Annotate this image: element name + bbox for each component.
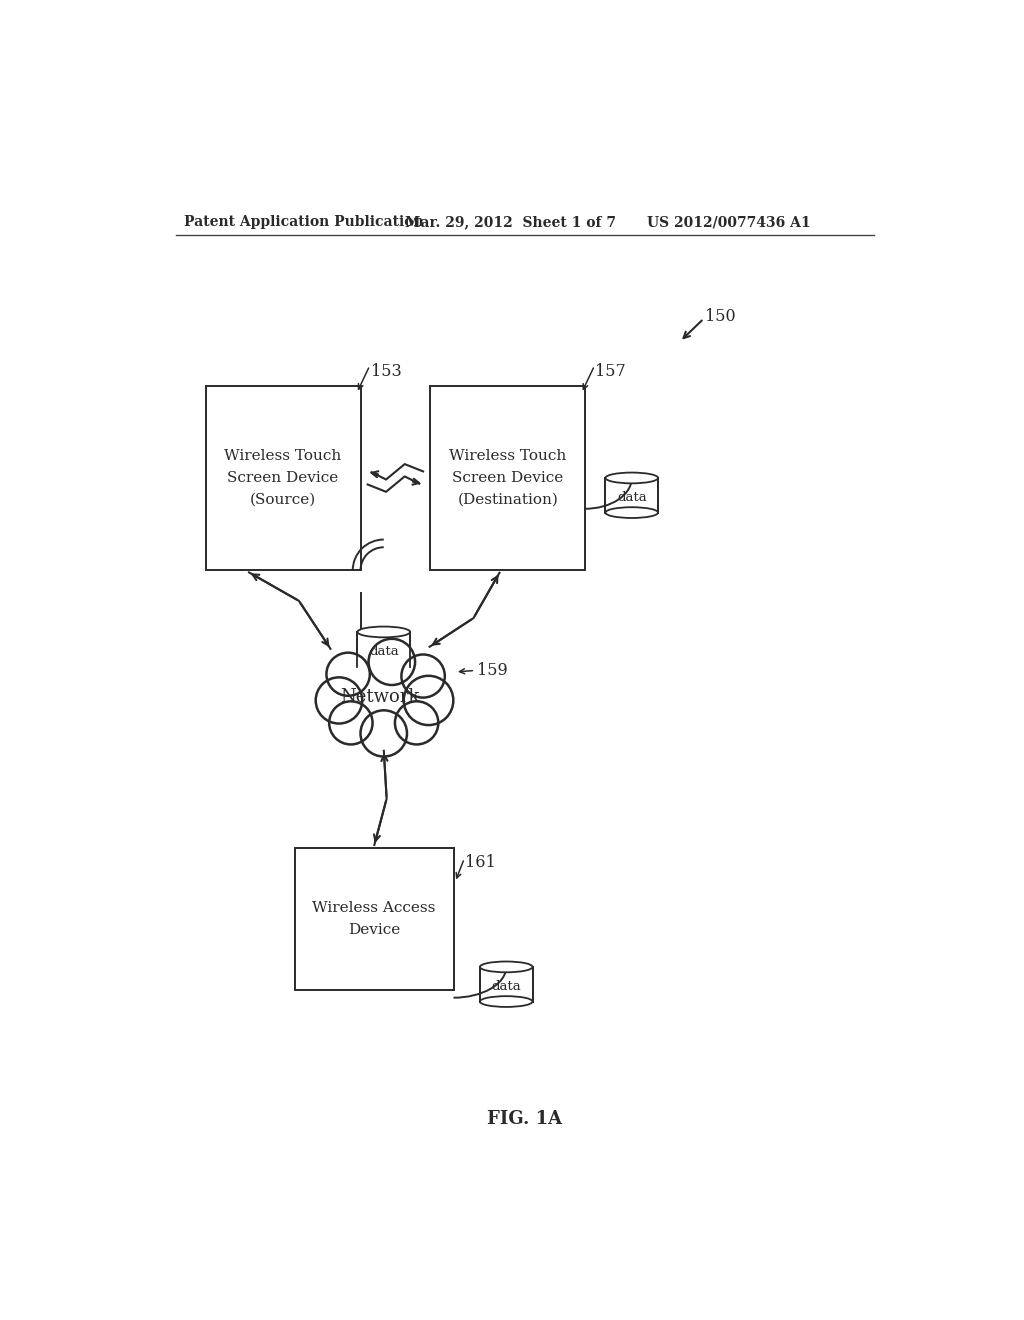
- Bar: [480, 968, 532, 1002]
- Bar: [295, 847, 454, 990]
- Text: US 2012/0077436 A1: US 2012/0077436 A1: [647, 215, 811, 230]
- Ellipse shape: [605, 507, 658, 517]
- Text: Mar. 29, 2012  Sheet 1 of 7: Mar. 29, 2012 Sheet 1 of 7: [406, 215, 616, 230]
- Ellipse shape: [357, 661, 410, 672]
- Text: FIG. 1A: FIG. 1A: [487, 1110, 562, 1129]
- Text: Network: Network: [340, 689, 420, 706]
- Circle shape: [401, 655, 444, 697]
- Bar: [605, 478, 658, 512]
- Bar: [430, 385, 586, 570]
- Text: Wireless Access
Device: Wireless Access Device: [312, 902, 436, 937]
- Circle shape: [395, 701, 438, 744]
- Bar: [357, 632, 410, 667]
- Ellipse shape: [345, 668, 423, 727]
- Text: 150: 150: [706, 308, 736, 325]
- Text: 161: 161: [465, 854, 496, 871]
- Text: data: data: [616, 491, 646, 504]
- Circle shape: [327, 652, 370, 696]
- Text: data: data: [369, 645, 398, 659]
- Circle shape: [360, 710, 407, 756]
- Text: data: data: [492, 981, 521, 994]
- Circle shape: [329, 701, 373, 744]
- Text: Patent Application Publication: Patent Application Publication: [183, 215, 424, 230]
- Ellipse shape: [357, 627, 410, 638]
- Text: Wireless Touch
Screen Device
(Destination): Wireless Touch Screen Device (Destinatio…: [450, 449, 566, 507]
- Ellipse shape: [480, 961, 532, 973]
- Text: Wireless Touch
Screen Device
(Source): Wireless Touch Screen Device (Source): [224, 449, 342, 507]
- Circle shape: [369, 639, 415, 685]
- Circle shape: [403, 676, 454, 725]
- Text: 157: 157: [595, 363, 626, 380]
- Ellipse shape: [605, 473, 658, 483]
- Circle shape: [315, 677, 362, 723]
- Bar: [206, 385, 360, 570]
- Text: 159: 159: [477, 661, 508, 678]
- Text: 153: 153: [371, 363, 401, 380]
- Ellipse shape: [480, 997, 532, 1007]
